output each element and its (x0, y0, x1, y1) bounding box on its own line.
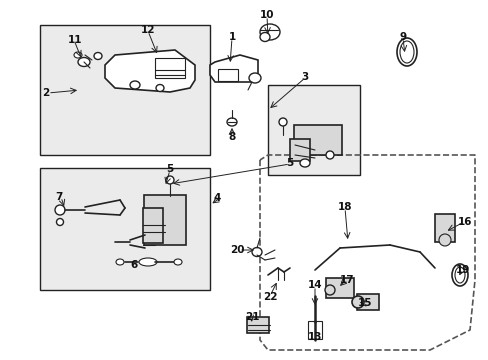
Text: 21: 21 (244, 312, 259, 322)
Text: 8: 8 (228, 132, 235, 142)
Bar (218, 69, 238, 81)
Ellipse shape (260, 24, 280, 40)
Ellipse shape (94, 53, 102, 59)
Ellipse shape (451, 264, 467, 286)
Text: 17: 17 (339, 275, 354, 285)
Text: 6: 6 (130, 260, 137, 270)
Ellipse shape (454, 267, 464, 283)
Text: 22: 22 (262, 292, 277, 302)
Text: 2: 2 (42, 88, 49, 98)
Ellipse shape (174, 259, 182, 265)
Bar (155, 58, 184, 78)
Ellipse shape (74, 52, 82, 58)
Text: 16: 16 (457, 217, 471, 227)
Text: 14: 14 (307, 280, 322, 290)
Text: 19: 19 (455, 265, 469, 275)
Bar (40, 168, 209, 290)
Text: 20: 20 (230, 245, 244, 255)
Bar (434, 214, 454, 242)
Ellipse shape (251, 248, 262, 256)
Ellipse shape (116, 259, 124, 265)
Bar (289, 139, 309, 161)
Ellipse shape (226, 118, 237, 126)
Text: 18: 18 (337, 202, 351, 212)
Ellipse shape (248, 73, 261, 83)
Bar (143, 195, 185, 245)
Bar (356, 294, 378, 310)
Ellipse shape (165, 176, 174, 184)
Ellipse shape (399, 41, 413, 63)
Text: 5: 5 (286, 158, 293, 168)
Text: 4: 4 (214, 193, 221, 203)
Ellipse shape (260, 32, 269, 41)
Ellipse shape (299, 159, 309, 167)
Bar (246, 317, 268, 333)
Ellipse shape (325, 285, 334, 295)
Ellipse shape (130, 81, 140, 89)
Text: 3: 3 (301, 72, 308, 82)
Ellipse shape (351, 296, 363, 308)
Text: 11: 11 (68, 35, 82, 45)
Text: 15: 15 (357, 298, 372, 308)
Bar (142, 207, 163, 243)
Ellipse shape (325, 151, 333, 159)
Polygon shape (105, 50, 195, 92)
Bar (307, 321, 321, 339)
Bar (293, 125, 341, 155)
Text: 12: 12 (141, 25, 155, 35)
Text: 7: 7 (55, 192, 62, 202)
Text: 13: 13 (307, 332, 322, 342)
Ellipse shape (139, 258, 157, 266)
Ellipse shape (55, 205, 65, 215)
Text: 5: 5 (166, 164, 173, 174)
Text: 1: 1 (228, 32, 235, 42)
Bar (267, 85, 359, 175)
Bar (325, 278, 353, 298)
Bar (40, 25, 209, 155)
Ellipse shape (156, 85, 163, 91)
Ellipse shape (438, 234, 450, 246)
Ellipse shape (78, 58, 90, 67)
Ellipse shape (57, 219, 63, 225)
Ellipse shape (396, 38, 416, 66)
Text: 10: 10 (259, 10, 274, 20)
Polygon shape (209, 55, 258, 82)
Ellipse shape (279, 118, 286, 126)
Text: 9: 9 (399, 32, 406, 42)
